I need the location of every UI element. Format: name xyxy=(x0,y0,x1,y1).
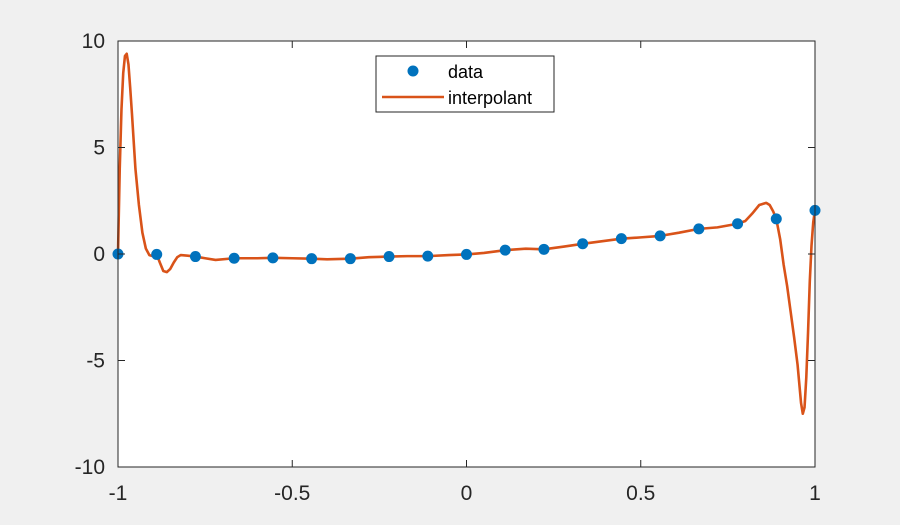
data-point xyxy=(654,230,666,242)
data-point xyxy=(693,223,705,235)
data-point xyxy=(732,218,744,230)
legend-label-interpolant: interpolant xyxy=(448,88,532,108)
x-tick-label: -0.5 xyxy=(274,482,310,505)
y-tick-label: -5 xyxy=(86,350,105,373)
data-point xyxy=(499,244,511,256)
data-point xyxy=(615,233,627,245)
data-point xyxy=(344,253,356,265)
data-point xyxy=(306,253,318,265)
data-point xyxy=(461,248,472,260)
data-point xyxy=(189,251,201,263)
y-tick-label: -10 xyxy=(75,456,105,479)
data-point xyxy=(151,248,163,260)
legend-box xyxy=(375,55,555,113)
data-point xyxy=(770,213,782,225)
legend-marker-data xyxy=(407,65,419,77)
y-tick-label: 10 xyxy=(82,30,105,53)
data-point xyxy=(228,252,240,264)
x-tick-label: 0.5 xyxy=(626,482,655,505)
x-tick-label: 1 xyxy=(809,482,821,505)
data-point xyxy=(422,250,434,262)
data-point xyxy=(383,251,395,263)
y-tick-label: 5 xyxy=(93,137,105,160)
data-point xyxy=(538,243,550,255)
legend-label-data: data xyxy=(448,62,484,82)
data-point xyxy=(267,252,279,264)
x-tick-label: -1 xyxy=(109,482,128,505)
x-tick-label: 0 xyxy=(461,482,473,505)
y-tick-label: 0 xyxy=(93,243,105,266)
data-point xyxy=(577,238,589,250)
